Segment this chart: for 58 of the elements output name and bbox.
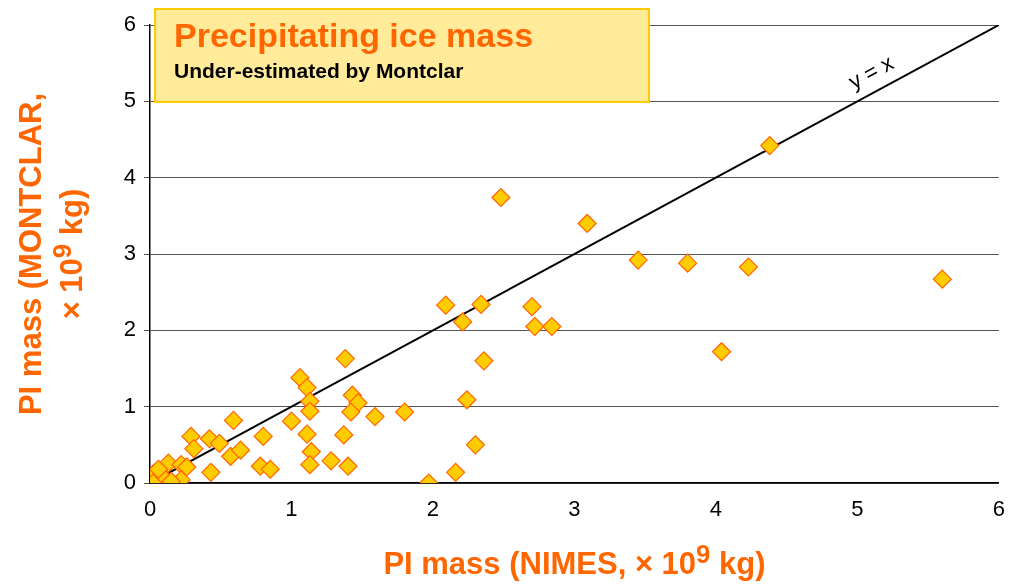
x-tick-label: 3: [568, 496, 581, 522]
y-tick-label: 3: [123, 240, 136, 266]
point: [465, 435, 486, 455]
point: [297, 424, 317, 444]
point: [223, 410, 244, 431]
x-tick-label: 0: [143, 496, 157, 522]
point: [525, 316, 545, 337]
point: [297, 377, 317, 398]
point: [177, 457, 197, 477]
point: [253, 426, 273, 447]
point: [738, 257, 759, 277]
point: [300, 455, 320, 475]
point: [181, 426, 201, 447]
point: [334, 425, 354, 445]
point: [209, 433, 229, 453]
point: [321, 451, 341, 471]
point: [457, 390, 477, 410]
point: [446, 462, 466, 482]
y-tick-label: 2: [123, 316, 136, 342]
point: [338, 456, 358, 476]
point: [436, 295, 456, 315]
annotation: y = x: [844, 49, 898, 95]
point: [628, 250, 648, 270]
point: [395, 402, 415, 422]
point: [577, 213, 597, 234]
x-tick-label: 4: [709, 496, 723, 522]
point: [300, 401, 320, 421]
y-tick-label: 6: [123, 11, 136, 37]
text: Under-estimated by Montclar: [174, 59, 465, 84]
point: [335, 348, 355, 369]
chart-title: Precipitating ice mass: [174, 16, 535, 56]
y-tick-label: 5: [123, 87, 136, 113]
point: [471, 294, 491, 314]
point: [260, 459, 280, 479]
point: [453, 312, 473, 332]
point: [491, 187, 511, 208]
point: [150, 459, 169, 479]
point: [711, 342, 732, 362]
point: [184, 439, 204, 459]
point: [542, 316, 562, 337]
point: [230, 440, 251, 460]
point: [281, 411, 302, 431]
x-tick-label: 1: [285, 496, 298, 522]
x-tick-label: 6: [992, 496, 1006, 522]
y-tick-label: 1: [123, 392, 136, 418]
point: [932, 269, 952, 289]
point: [365, 406, 385, 427]
point: [201, 462, 221, 482]
point: [341, 402, 361, 422]
x-tick-label: 2: [426, 496, 440, 522]
y-tick-label: 4: [123, 163, 136, 189]
x-tick-label: 5: [851, 496, 864, 522]
x-axis-title: PI mass (NIMES, × 10$^{9}$ kg): [382, 540, 767, 582]
y-tick-label: 0: [123, 469, 136, 495]
point: [678, 253, 698, 273]
point: [522, 297, 542, 317]
point: [474, 351, 494, 371]
point: [760, 136, 780, 156]
